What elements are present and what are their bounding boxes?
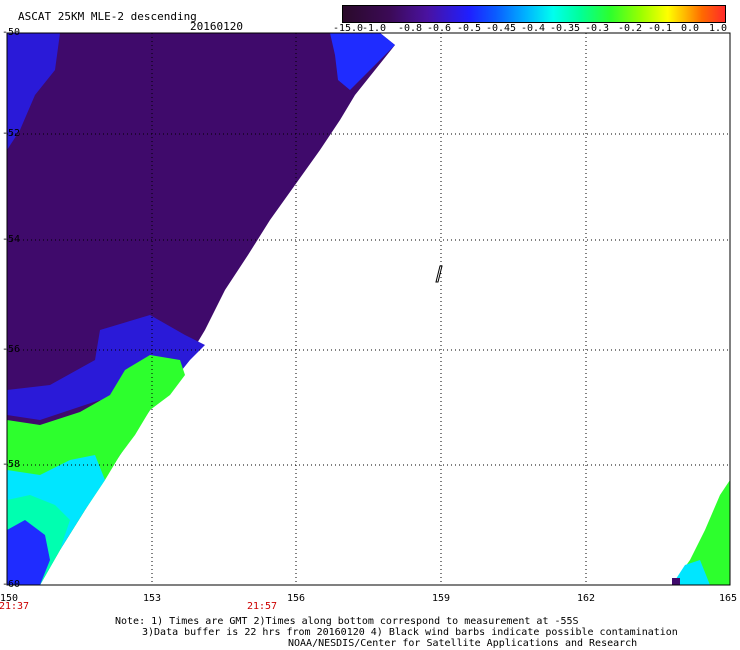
lon-label: 150 [0,593,19,604]
lat-label: -58 [2,459,21,470]
map-gridlines [7,33,730,585]
swath-right-region [672,560,710,585]
lat-label: -50 [2,27,21,38]
swath-right-region [672,480,730,585]
colorbar-label: -0.4 [520,23,546,34]
lat-label: -54 [2,234,21,245]
colorbar-label: 1.0 [708,23,728,34]
colorbar-label: -1.0 [361,23,387,34]
swath-blue-region [7,315,205,470]
lat-label: -56 [2,344,21,355]
colorbar-label: -0.3 [584,23,610,34]
swath-blue-region [330,33,395,90]
lon-label: 153 [142,593,162,604]
colorbar-label: -0.6 [426,23,452,34]
colorbar-label: -15.0 [332,23,364,34]
lat-label: -60 [2,579,21,590]
swath-blue-region [7,520,50,585]
swath-blue-region [7,33,60,150]
colorbar [342,5,726,23]
map-frame [6,32,731,586]
wind-barb-icon [435,265,443,283]
colorbar-label: -0.5 [456,23,482,34]
footer-note-line1: Note: 1) Times are GMT 2)Times along bot… [115,616,579,627]
lat-label: -52 [2,128,21,139]
lon-label: 159 [431,593,451,604]
swath-right-cell [672,578,680,585]
colorbar-label: -0.45 [485,23,517,34]
footer-credit: NOAA/NESDIS/Center for Satellite Applica… [288,638,638,649]
colorbar-label: -0.8 [397,23,423,34]
colorbar-label: -0.2 [617,23,643,34]
map-date: 20160120 [190,20,243,33]
lon-label: 156 [286,593,306,604]
colorbar-label: 0.0 [680,23,700,34]
lon-label: 162 [576,593,596,604]
footer-note-line2: 3)Data buffer is 22 hrs from 20160120 4)… [142,627,678,638]
time-label: 21:37 [0,601,30,612]
colorbar-label: -0.1 [647,23,673,34]
map-title: ASCAT 25KM MLE-2 descending [18,10,197,23]
colorbar-label: -0.35 [549,23,581,34]
time-label: 21:57 [246,601,278,612]
lon-label: 165 [718,593,738,604]
